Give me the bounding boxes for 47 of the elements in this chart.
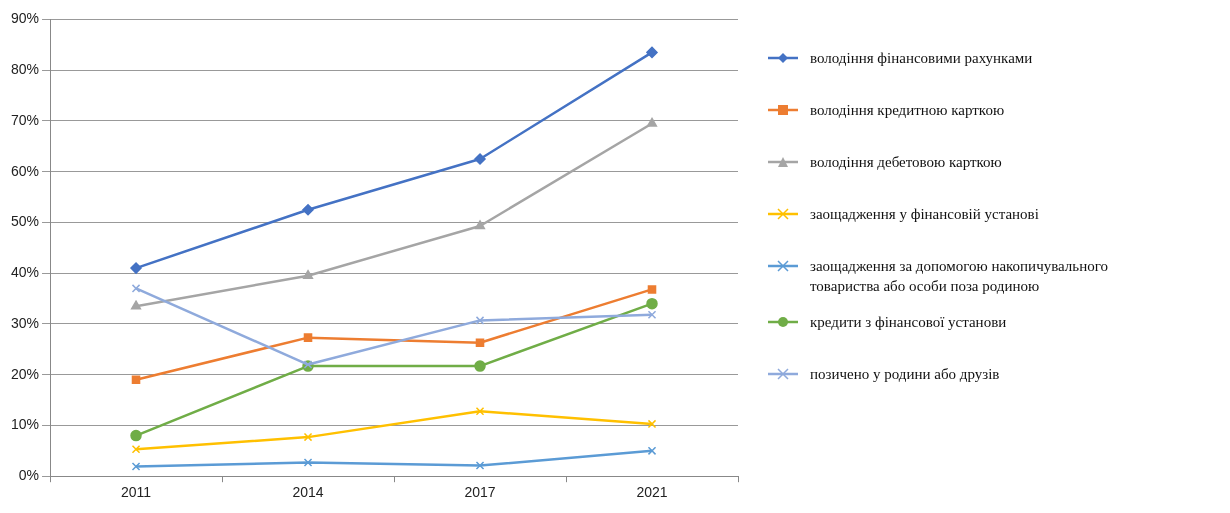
y-tick-label: 40% — [10, 264, 40, 281]
point — [131, 445, 141, 454]
y-tick-label: 50% — [10, 213, 40, 230]
legend-label: заощадження у фінансовій установі — [810, 205, 1039, 224]
legend-label: позичено у родини або друзів — [810, 365, 1000, 384]
point — [647, 446, 657, 456]
y-tick-label: 0% — [18, 467, 40, 484]
point — [131, 284, 141, 293]
point — [646, 46, 658, 59]
point — [646, 117, 658, 127]
y-tick-label: 90% — [10, 10, 40, 27]
x-tick-label: 2021 — [636, 484, 668, 501]
point — [647, 310, 657, 320]
point — [303, 432, 313, 442]
x-tick-label: 2014 — [292, 484, 324, 501]
point — [646, 297, 658, 310]
point — [475, 461, 485, 470]
x-tick-label: 2017 — [464, 484, 496, 501]
point — [475, 406, 485, 416]
point — [303, 333, 313, 342]
point — [131, 462, 141, 471]
point — [474, 153, 486, 165]
y-tick-label: 10% — [10, 416, 40, 433]
y-tick-label: 20% — [10, 365, 40, 382]
point — [647, 285, 657, 294]
y-tick-label: 80% — [10, 61, 40, 78]
legend-label: володіння кредитною карткою — [810, 101, 1005, 120]
point — [302, 203, 314, 216]
point — [130, 300, 142, 310]
point — [131, 375, 141, 385]
x-tick-label: 2011 — [120, 484, 152, 501]
point — [475, 338, 485, 347]
point — [475, 316, 485, 325]
legend-label: володіння дебетовою карткою — [810, 153, 1002, 172]
point — [474, 360, 486, 372]
y-tick-label: 60% — [10, 162, 40, 179]
point — [303, 458, 313, 467]
legend-label: володіння фінансовими рахунками — [810, 49, 1033, 68]
point — [130, 262, 142, 274]
point — [130, 429, 142, 442]
point — [647, 419, 657, 429]
point — [302, 269, 314, 279]
legend-label: кредити з фінансової установи — [810, 313, 1007, 332]
y-tick-label: 70% — [10, 111, 40, 128]
point — [474, 220, 486, 230]
y-tick-label: 30% — [10, 314, 40, 331]
legend-label: заощадження за допомогою накопичувального товариства або особи поза родиною — [810, 257, 1109, 296]
